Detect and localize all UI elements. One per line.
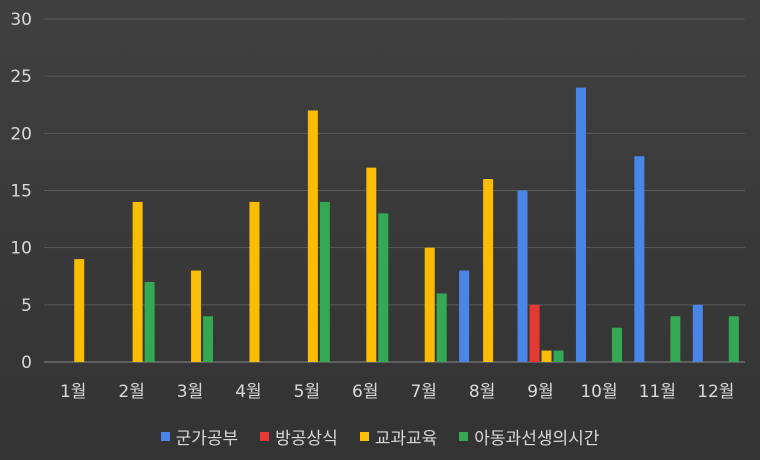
legend-label: 군가공부	[175, 429, 239, 449]
legend-label: 아동과선생의시간	[474, 429, 600, 449]
bar	[670, 316, 681, 362]
legend-label: 교과교육	[374, 429, 438, 449]
bar	[249, 201, 260, 362]
legend: 군가공부 방공상식 교과교육 아동과선생의시간	[0, 424, 760, 449]
bar	[307, 110, 318, 362]
x-tick-label: 4월	[235, 382, 261, 402]
y-tick-label: 20	[10, 124, 32, 144]
x-tick-label: 10월	[580, 382, 617, 402]
y-tick-label: 5	[21, 296, 32, 316]
legend-item: 교과교육	[359, 424, 438, 449]
legend-swatch	[260, 432, 270, 441]
legend-item: 아동과선생의시간	[459, 424, 599, 449]
bar	[517, 190, 528, 362]
bar	[483, 179, 494, 362]
x-tick-label: 5월	[294, 382, 320, 402]
bar	[553, 350, 564, 362]
x-tick-label: 12월	[697, 382, 734, 402]
bar	[692, 304, 703, 362]
bar	[144, 281, 155, 362]
bar	[575, 87, 586, 362]
bar	[203, 316, 214, 362]
y-tick-label: 0	[21, 353, 32, 373]
bar	[319, 201, 330, 362]
x-tick-label: 11월	[639, 382, 676, 402]
bar	[436, 293, 447, 362]
bar	[459, 270, 470, 362]
y-tick-label: 15	[10, 182, 32, 202]
bar	[366, 167, 377, 362]
x-tick-label: 9월	[527, 382, 553, 402]
bar	[132, 201, 143, 362]
bar	[634, 156, 645, 362]
bar	[424, 247, 435, 362]
x-tick-label: 7월	[410, 382, 436, 402]
legend-swatch	[459, 432, 469, 441]
bar	[728, 316, 739, 362]
legend-swatch	[359, 432, 369, 441]
x-tick-label: 8월	[469, 382, 495, 402]
x-tick-label: 3월	[177, 382, 203, 402]
legend-swatch	[160, 432, 170, 441]
x-tick-label: 6월	[352, 382, 378, 402]
bar	[529, 304, 540, 362]
y-tick-label: 30	[10, 10, 32, 30]
y-tick-label: 10	[10, 239, 32, 259]
bar	[611, 327, 622, 362]
x-tick-label: 1월	[60, 382, 86, 402]
bar	[541, 350, 552, 362]
bar	[378, 213, 389, 362]
legend-item: 군가공부	[160, 424, 239, 449]
bar	[74, 259, 85, 362]
x-tick-label: 2월	[118, 382, 144, 402]
y-tick-label: 25	[10, 67, 32, 87]
legend-item: 방공상식	[260, 424, 338, 449]
legend-label: 방공상식	[275, 429, 338, 449]
bar-chart: 0 5 10 15 20 25 30 1월 2월 3월 4월 5월 6월 7월 8월 9월 10월 11월 12월	[10, 10, 745, 402]
bar	[191, 270, 202, 362]
